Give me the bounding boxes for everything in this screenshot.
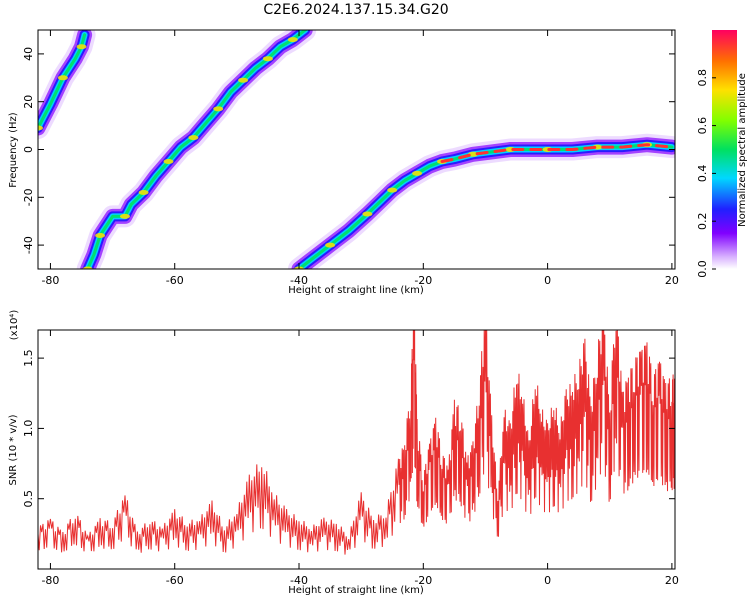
y-scale-label: (x10⁴) [9, 310, 20, 341]
x-tick-label: -40 [290, 574, 308, 587]
y-tick-label: 1.5 [22, 349, 35, 367]
x-tick-label: -20 [414, 274, 432, 287]
heatmap-hotspot [82, 266, 93, 269]
colorbar-tick-label: 0.0 [696, 260, 709, 278]
heatmap-hotspot [138, 190, 149, 195]
x-tick-label: -80 [41, 274, 59, 287]
ticks-bottom: -80 -60 -40 -20 0 20 0.5 1.0 1.5 [22, 330, 679, 587]
x-axis-label-top: Height of straight line (km) [288, 285, 424, 296]
heatmap-hotspot [120, 213, 130, 219]
snr-panel: -80 -60 -40 -20 0 20 0.5 1.0 1.5 Height of strai… [8, 310, 679, 596]
x-axis-label-bottom: Height of straight line (km) [288, 585, 424, 596]
y-tick-label: 0.5 [22, 490, 35, 508]
colorbar-tick-label: 0.2 [696, 212, 709, 230]
heatmap-hotspot [57, 75, 68, 81]
heatmap-trace-3-layer-1 [288, 133, 675, 269]
colorbar-tick-label: 0.8 [696, 69, 709, 87]
y-tick-label: 40 [22, 47, 35, 61]
heatmap-hotspot [238, 77, 249, 83]
y-tick-label: -20 [22, 188, 35, 206]
heatmap-hotspot [213, 106, 224, 112]
y-tick-label: 0 [22, 146, 35, 153]
x-tick-label: 0 [544, 274, 551, 287]
spectrogram-panel: -80 -60 -40 -20 0 20 40 20 0 -20 -40 Height of str… [8, 29, 679, 296]
y-tick-label: 20 [22, 95, 35, 109]
colorbar-ticks: 0.0 0.2 0.4 0.6 0.8 [696, 69, 716, 278]
heatmap-hotspot [38, 125, 43, 131]
y-tick-label: 1.0 [22, 420, 35, 438]
x-tick-label: 20 [665, 574, 679, 587]
heatmap-hotspot [262, 56, 273, 62]
colorbar-tick-label: 0.4 [696, 165, 709, 183]
colorbar: 0.0 0.2 0.4 0.6 0.8 Normalized spectral ampl… [696, 30, 748, 278]
heatmap-hotspot [163, 159, 174, 164]
colorbar-gradient [712, 30, 737, 269]
colorbar-label: Normalized spectral amplitude [737, 73, 748, 227]
y-axis-label-bottom: SNR (10 * v/v) [8, 414, 19, 485]
colorbar-tick-label: 0.6 [696, 117, 709, 135]
heatmap-hotspot [325, 242, 336, 248]
heatmap-hotspot [95, 233, 106, 238]
y-tick-label: -40 [22, 236, 35, 254]
x-tick-label: -60 [166, 574, 184, 587]
x-tick-label: 20 [665, 274, 679, 287]
ticks-top: -80 -60 -40 -20 0 20 40 20 0 -20 -40 [22, 30, 679, 287]
plot-frame-bottom [37, 329, 676, 570]
heatmap-hotspot [76, 44, 87, 50]
heatmap-hotspot [412, 170, 423, 176]
heatmap-hotspot [188, 135, 199, 141]
heatmap-hotspot [287, 37, 298, 43]
heatmap-hotspot [362, 211, 373, 217]
y-axis-label-top: Frequency (Hz) [8, 112, 19, 188]
x-tick-label: 0 [544, 574, 551, 587]
heatmap-hotspot [387, 187, 398, 193]
snr-series-line [38, 330, 675, 555]
heatmap-peak-segment [440, 143, 674, 163]
x-tick-label: -80 [41, 574, 59, 587]
x-tick-label: -60 [166, 274, 184, 287]
heatmap-trace-2-layer-1 [76, 30, 317, 269]
x-tick-label: -20 [414, 574, 432, 587]
chart-title: C2E6.2024.137.15.34.G20 [263, 2, 448, 18]
x-tick-label: -40 [290, 274, 308, 287]
heatmap-traces [38, 30, 675, 269]
